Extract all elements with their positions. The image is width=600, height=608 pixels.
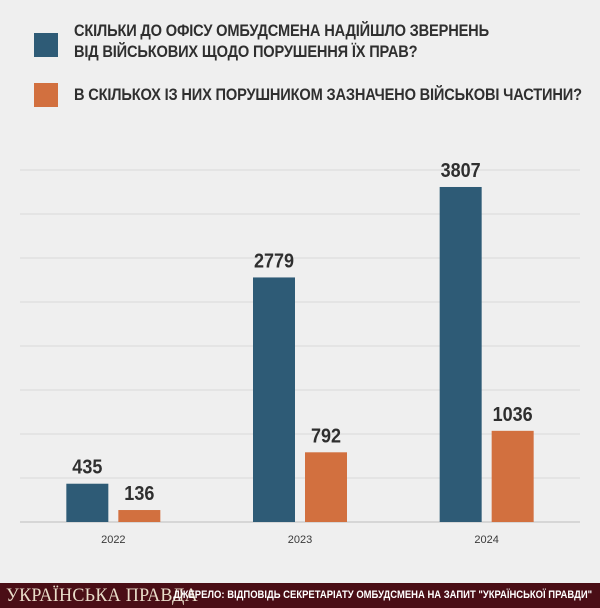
bar-chart: 435 136 2022 2779 792 2023 3807 1036 2024 (20, 160, 580, 546)
legend-swatch-complaints (34, 33, 58, 57)
brand-logo-text: УКРАЇНСЬКА ПРАВДА (6, 585, 198, 606)
bar-complaints-2024 (439, 186, 482, 522)
bar-complaints-2022 (66, 483, 109, 522)
legend-label-complaints-line2: ВІД ВІЙСЬКОВИХ ЩОДО ПОРУШЕННЯ ЇХ ПРАВ? (74, 42, 418, 61)
data-label-units-2024: 1036 (493, 404, 533, 426)
legend-swatch-units (34, 83, 58, 107)
x-tick-label-2024: 2024 (474, 534, 498, 546)
x-tick-label-2023: 2023 (288, 534, 312, 546)
legend-item-complaints: СКІЛЬКИ ДО ОФІСУ ОМБУДСМЕНА НАДІЙШЛО ЗВЕ… (34, 20, 574, 62)
data-label-units-2023: 792 (311, 425, 341, 447)
footer-bar: УКРАЇНСЬКА ПРАВДА ДЖЕРЕЛО: ВІДПОВІДЬ СЕК… (0, 583, 600, 608)
source-note: ДЖЕРЕЛО: ВІДПОВІДЬ СЕКРЕТАРІАТУ ОМБУДСМЕ… (173, 589, 592, 601)
legend-label-units: В СКІЛЬКОХ ІЗ НИХ ПОРУШНИКОМ ЗАЗНАЧЕНО В… (74, 85, 582, 104)
data-label-complaints-2022: 435 (72, 457, 102, 479)
data-label-units-2022: 136 (124, 483, 154, 505)
x-tick-label-2022: 2022 (101, 534, 125, 546)
bar-complaints-2023 (253, 277, 295, 522)
data-label-complaints-2023: 2779 (254, 251, 294, 273)
bar-units-2022 (118, 510, 161, 522)
bar-units-2024 (491, 430, 534, 522)
legend-item-units: В СКІЛЬКОХ ІЗ НИХ ПОРУШНИКОМ ЗАЗНАЧЕНО В… (34, 83, 582, 107)
bar-units-2023 (305, 452, 347, 522)
data-label-complaints-2024: 3807 (441, 160, 481, 182)
legend-label-complaints-line1: СКІЛЬКИ ДО ОФІСУ ОМБУДСМЕНА НАДІЙШЛО ЗВЕ… (74, 21, 489, 40)
legend: СКІЛЬКИ ДО ОФІСУ ОМБУДСМЕНА НАДІЙШЛО ЗВЕ… (34, 20, 582, 107)
